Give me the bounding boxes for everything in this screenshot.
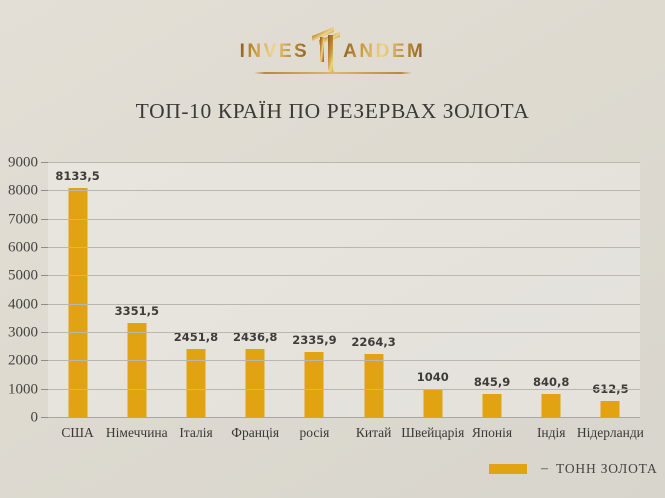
y-tick-2000 <box>41 360 48 362</box>
y-tick-4000 <box>41 303 48 305</box>
bar-3 <box>245 348 265 418</box>
gridline-0 <box>48 417 640 418</box>
y-tick-7000 <box>41 218 48 220</box>
brand-logo: INVES ANDEM <box>0 22 665 80</box>
bar-column-6: 1040 Швейцарія <box>401 163 464 440</box>
bar-column-5: 2264,3 Китай <box>344 163 403 440</box>
y-tick-9000 <box>41 162 48 163</box>
gridline-1000 <box>48 388 640 390</box>
y-tick-1000 <box>41 388 48 390</box>
y-tick-label-2000: 2000 <box>8 352 38 369</box>
bar-1 <box>127 323 147 418</box>
y-tick-label-6000: 6000 <box>8 239 38 256</box>
bar-8 <box>541 394 561 418</box>
bar-5 <box>364 353 384 418</box>
y-tick-label-1000: 1000 <box>8 381 38 398</box>
y-tick-5000 <box>41 275 48 277</box>
chart-title: ТОП-10 КРАЇН ПО РЕЗЕРВАХ ЗОЛОТА <box>135 99 530 123</box>
bar-column-4: 2335,9 росія <box>285 163 344 440</box>
value-label-2: 2451,8 <box>173 329 219 344</box>
bar-2 <box>186 348 206 418</box>
logo-text-inves: INVES <box>239 40 310 62</box>
chart-legend: – ТОНН ЗОЛОТА <box>489 461 658 477</box>
y-tick-label-5000: 5000 <box>8 267 38 284</box>
gridline-7000 <box>48 218 640 220</box>
gridline-4000 <box>48 303 640 305</box>
value-label-7: 845,9 <box>473 375 511 390</box>
category-label-3: Франція <box>231 425 280 440</box>
category-label-0: США <box>61 425 94 440</box>
y-tick-6000 <box>41 247 48 248</box>
bar-column-0: 8133,5 США <box>48 163 107 440</box>
y-tick-label-8000: 8000 <box>8 182 38 199</box>
value-label-5: 2264,3 <box>351 334 396 349</box>
bar-column-3: 2436,8 Франція <box>226 163 285 440</box>
bar-7 <box>482 394 502 418</box>
gridline-3000 <box>48 332 640 333</box>
bar-column-7: 845,9 Японія <box>462 163 521 440</box>
bar-9 <box>600 400 620 418</box>
bar-4 <box>304 351 324 418</box>
category-label-5: Китай <box>355 425 392 440</box>
bar-column-1: 3351,5 Німеччина <box>106 163 168 440</box>
gridline-2000 <box>48 360 640 362</box>
y-tick-label-0: 0 <box>30 409 39 426</box>
y-tick-label-7000: 7000 <box>8 211 38 228</box>
bar-series: 8133,5 США 3351,5 Німеччина 2451,8 Італія 2436… <box>48 163 644 440</box>
bar-column-2: 2451,8 Італія <box>166 163 225 440</box>
value-label-3: 2436,8 <box>233 329 278 344</box>
bar-column-9: 612,5 Нідерланди <box>577 163 644 440</box>
logo-underline <box>253 72 412 74</box>
bar-column-8: 840,8 Індія <box>522 163 581 440</box>
y-axis-labels: 0 1000 2000 3000 4000 5000 6000 7000 8000 9000 <box>0 155 38 425</box>
category-label-7: Японія <box>471 425 513 440</box>
value-label-9: 612,5 <box>592 381 629 396</box>
legend-label: ТОНН ЗОЛОТА <box>556 461 658 476</box>
value-label-8: 840,8 <box>533 375 570 390</box>
category-label-4: росія <box>299 425 330 440</box>
legend-dash: – <box>541 461 548 476</box>
category-label-8: Індія <box>536 425 566 440</box>
gridline-5000 <box>48 275 640 277</box>
category-label-1: Німеччина <box>105 425 168 440</box>
value-label-6: 1040 <box>416 369 449 384</box>
category-label-6: Швейцарія <box>401 425 465 440</box>
category-label-2: Італія <box>179 425 213 440</box>
y-tick-8000 <box>41 190 48 192</box>
plot-area: 8133,5 США 3351,5 Німеччина 2451,8 Італія 2436… <box>41 162 644 440</box>
value-label-1: 3351,5 <box>114 304 159 319</box>
legend-color-swatch <box>489 464 527 474</box>
category-label-9: Нідерланди <box>576 425 644 440</box>
value-label-4: 2335,9 <box>292 332 337 347</box>
logo-text-andem: ANDEM <box>343 40 426 62</box>
gridline-9000 <box>48 162 640 163</box>
bar-6 <box>423 388 443 418</box>
value-label-0: 8133,5 <box>55 168 100 183</box>
y-tick-label-9000: 9000 <box>8 154 38 171</box>
y-tick-3000 <box>41 332 48 333</box>
gridline-6000 <box>48 247 640 248</box>
y-tick-label-3000: 3000 <box>8 324 38 341</box>
y-tick-label-4000: 4000 <box>8 296 38 313</box>
y-tick-0 <box>41 417 48 418</box>
gridline-8000 <box>48 190 640 192</box>
double-t-tandem-icon <box>312 27 341 74</box>
